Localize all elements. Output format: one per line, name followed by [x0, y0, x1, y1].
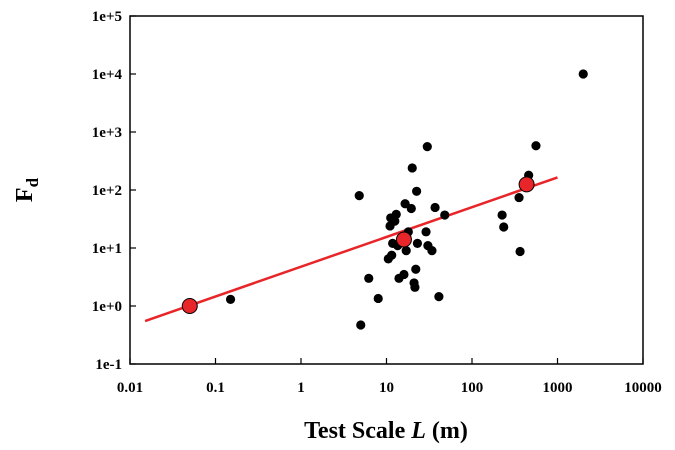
data-point [400, 199, 410, 209]
data-point [427, 246, 437, 256]
y-tick-label: 1e+4 [92, 67, 123, 83]
data-point [391, 209, 401, 219]
fit-line-layer [144, 176, 558, 323]
data-point [406, 203, 416, 214]
x-tick-label: 100 [461, 380, 484, 396]
y-tick-label: 1e+2 [92, 183, 122, 199]
data-point [356, 320, 366, 330]
data-point [225, 294, 236, 304]
x-axis-title: Test Scale L (m) [304, 418, 468, 444]
data-point [401, 246, 411, 256]
y-tick-label: 1e+0 [92, 299, 122, 315]
data-point [407, 163, 417, 173]
data-point [399, 269, 409, 280]
data-point [514, 192, 524, 203]
data-point [421, 227, 431, 237]
data-point [412, 238, 423, 249]
y-tick-label: 1e-1 [95, 357, 122, 373]
data-point [373, 293, 383, 304]
y-axis-ticks: 1e-1 1e+0 1e+1 1e+2 1e+3 1e+4 1e+5 [92, 9, 136, 373]
x-tick-label: 0.01 [117, 380, 143, 396]
x-tick-label: 1 [297, 380, 305, 396]
data-point [354, 191, 364, 201]
data-point [578, 69, 588, 79]
data-point [364, 273, 374, 283]
highlight-points [181, 176, 535, 314]
data-point [499, 222, 509, 232]
data-point [434, 292, 444, 302]
x-tick-label: 1000 [543, 380, 573, 396]
fit-line [144, 176, 558, 323]
x-tick-label: 10 [379, 380, 394, 396]
highlight-point [395, 231, 412, 248]
data-point [422, 142, 432, 152]
data-point [515, 246, 525, 257]
data-point [531, 141, 541, 151]
data-point [412, 186, 422, 196]
y-tick-label: 1e+3 [92, 125, 122, 141]
data-point [387, 250, 397, 260]
data-point [497, 210, 507, 220]
data-point [410, 282, 420, 292]
highlight-point [518, 176, 535, 193]
y-tick-label: 1e+1 [92, 241, 122, 257]
data-point [430, 202, 440, 213]
plot-frame [129, 15, 644, 365]
x-tick-label: 0.1 [206, 380, 225, 396]
data-point [411, 264, 421, 274]
y-axis-title: Fd [12, 177, 42, 202]
data-point [440, 210, 450, 220]
x-tick-label: 10000 [624, 380, 662, 396]
highlight-point [181, 298, 198, 314]
x-axis-ticks: 0.01 0.1 1 10 100 1000 10000 [117, 358, 662, 396]
data-points [225, 69, 588, 330]
y-tick-label: 1e+5 [92, 9, 122, 25]
